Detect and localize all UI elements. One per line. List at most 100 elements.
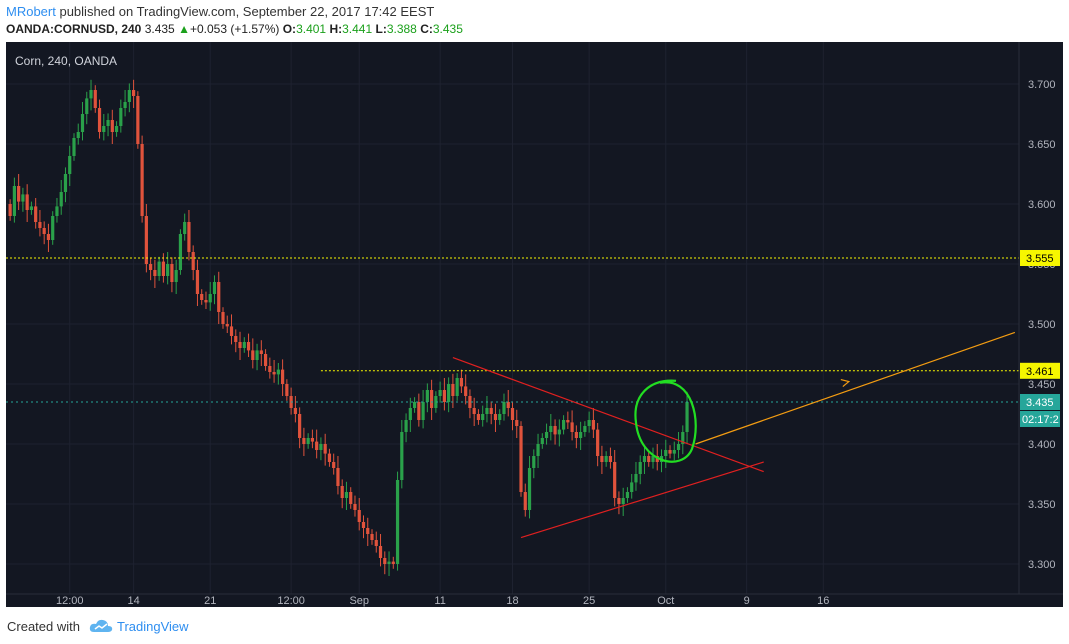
candle-body [395,480,400,564]
price-tag-label: 3.555 [1026,253,1054,265]
candle-body [68,156,72,174]
candle-body [498,414,502,420]
candle-body [72,138,76,156]
projection-arrowhead [840,379,851,388]
candle-body [600,456,604,462]
candle-body [544,432,549,438]
price-chart[interactable]: 3.7003.6503.6003.5503.5003.4503.4003.350… [6,42,1063,607]
symbol-label: OANDA:CORNUSD, 240 [6,22,142,36]
candle-body [93,90,97,108]
candle-body [123,102,127,108]
candle-body [298,414,302,438]
candle-body [131,90,136,96]
candle-body [553,426,557,435]
y-tick-label: 3.400 [1028,439,1056,451]
candle-body [596,429,600,456]
candle-body [259,350,263,354]
price-axis: 3.7003.6503.6003.5503.5003.4503.4003.350… [1028,79,1056,571]
candle-body [17,186,21,202]
candle-body [263,354,268,366]
candle-body [634,474,638,483]
candle-body [114,126,119,132]
candle-body [591,420,595,430]
candle-body [549,426,553,432]
price-tags: 3.555 3.461 3.435 02:17:2 [1020,250,1060,427]
candle-body [221,312,225,324]
level-price-tag [1020,362,1060,379]
candle-body [447,384,451,402]
candles-layer [8,79,689,576]
candle-body [510,408,515,420]
candle-body [229,326,234,336]
high-value: 3.441 [342,22,373,36]
candle-body [110,120,114,132]
highlight-circle [634,379,697,463]
candle-body [587,420,591,426]
current-price-tag [1020,394,1060,410]
candle-body [459,378,464,387]
candle-body [8,204,12,216]
x-tick-label: 16 [817,595,829,607]
candle-body [370,534,374,540]
candle-body [608,456,613,462]
ohlc-line: OANDA:CORNUSD, 240 3.435 ▲+0.053 (+1.57%… [6,22,463,36]
published-text: published on TradingView.com, September … [55,4,435,19]
low-label: L: [375,22,387,36]
publish-header: MRobert published on TradingView.com, Se… [0,0,1069,42]
candle-body [140,144,144,216]
candle-body [638,462,642,474]
candle-body [383,558,387,564]
candle-body [374,540,378,546]
candle-body [187,222,191,252]
candle-body [353,504,357,510]
candle-body [212,282,217,294]
candle-body [178,234,183,270]
candle-body [166,264,170,276]
candle-body [481,414,485,420]
candle-body [378,546,383,558]
grid-layer [6,42,1019,594]
candle-body [170,264,174,282]
level-price-tag [1020,250,1060,266]
x-tick-label: 21 [204,595,216,607]
candle-body [102,126,106,132]
last-price: 3.435 [144,22,175,36]
y-tick-label: 3.300 [1028,559,1056,571]
candle-body [200,294,204,300]
candle-body [276,369,280,375]
tradingview-link[interactable]: TradingView [117,619,189,634]
candle-body [451,384,455,396]
candle-body [442,390,446,402]
x-tick-label: 12:00 [56,595,84,607]
candle-body [332,462,336,468]
candle-body [527,468,532,510]
x-tick-label: 18 [506,595,518,607]
candle-body [485,408,489,414]
x-tick-label: Oct [657,595,674,607]
candle-body [434,396,438,408]
candle-body [315,441,319,450]
y-tick-label: 3.350 [1028,499,1056,511]
candle-body [357,510,361,522]
x-tick-label: 25 [583,595,595,607]
candle-body [404,420,408,432]
candle-body [136,96,140,144]
up-triangle-icon: ▲ [178,22,190,36]
candle-body [89,90,93,99]
candle-body [668,450,672,454]
candle-body [157,261,161,276]
candle-body [127,90,131,102]
candle-body [579,432,583,438]
candle-body [336,468,340,486]
candle-body [472,408,476,414]
candle-body [272,372,276,375]
candle-body [570,422,574,432]
candle-body [225,324,229,327]
chart-panel[interactable]: 3.7003.6503.6003.5503.5003.4503.4003.350… [6,42,1063,607]
candle-body [293,408,297,414]
y-tick-label: 3.500 [1028,319,1056,331]
candle-body [438,390,442,396]
author-link[interactable]: MRobert [6,4,56,19]
candle-body [685,402,689,432]
close-label: C: [420,22,433,36]
